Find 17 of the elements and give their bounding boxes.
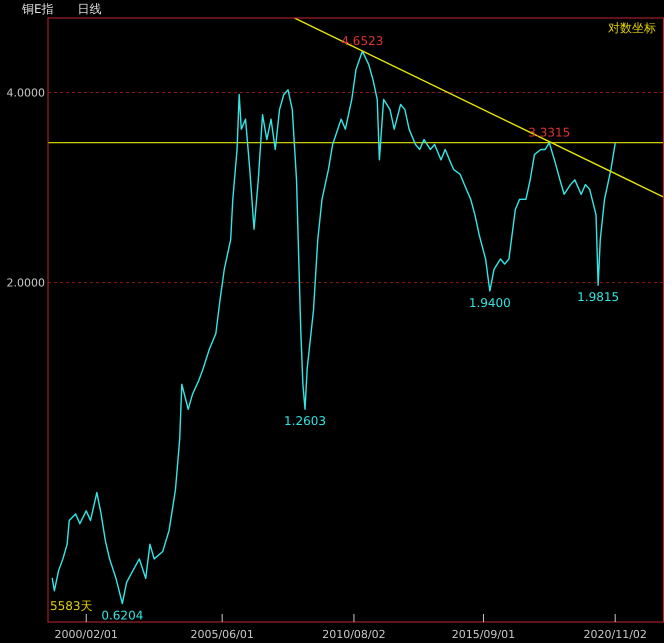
y-tick-label: 4.0000 bbox=[6, 86, 45, 100]
x-tick-label: 2015/09/01 bbox=[452, 628, 516, 641]
chart-subtitle: 日线 bbox=[78, 2, 102, 16]
annotation: 0.6204 bbox=[101, 608, 144, 623]
chart-title: 铜E指 bbox=[21, 2, 54, 16]
x-tick-label: 2000/02/01 bbox=[54, 628, 118, 641]
annotation: 3.3315 bbox=[528, 126, 570, 140]
annotation: 4.6523 bbox=[341, 34, 384, 48]
x-tick-label: 2020/11/02 bbox=[584, 628, 647, 641]
x-tick-label: 2010/08/02 bbox=[322, 628, 386, 641]
y-tick-label: 2.0000 bbox=[6, 276, 45, 290]
annotation: 1.9815 bbox=[577, 290, 620, 304]
annotation: 1.9400 bbox=[468, 296, 511, 310]
annotation: 对数坐标 bbox=[608, 21, 656, 35]
x-tick-label: 2005/06/01 bbox=[190, 628, 254, 641]
annotation: 5583天 bbox=[50, 599, 93, 613]
annotation: 1.2603 bbox=[284, 414, 326, 428]
